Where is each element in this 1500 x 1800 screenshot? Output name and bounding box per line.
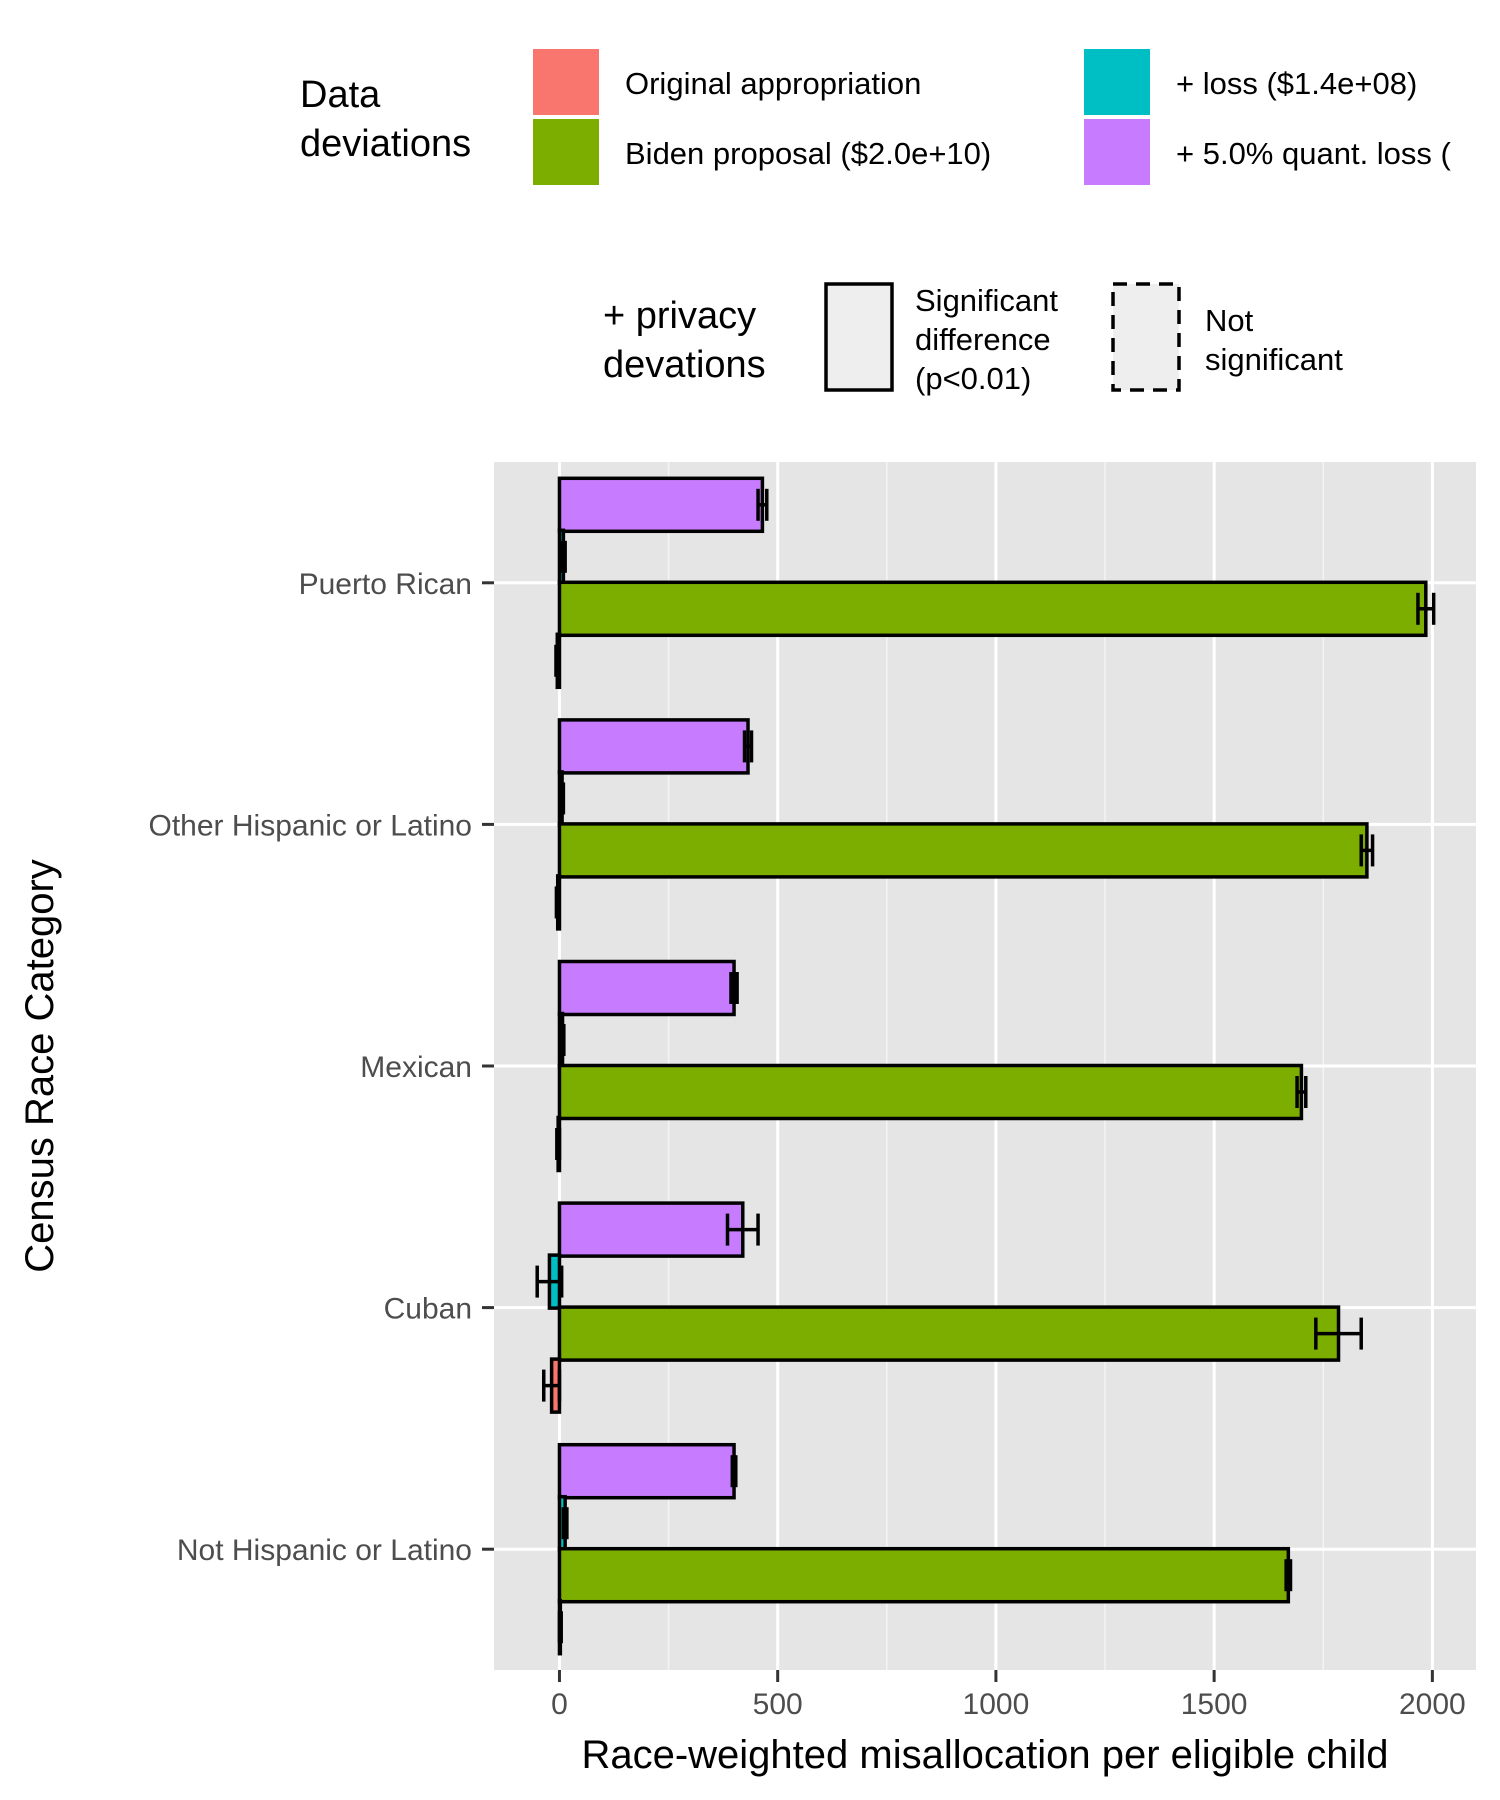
bar bbox=[557, 476, 765, 534]
legend-swatch-quant bbox=[1082, 117, 1152, 187]
y-tick-label: Other Hispanic or Latino bbox=[149, 809, 473, 842]
legend-data-deviations: Data deviations Original appropriation B… bbox=[300, 47, 1452, 187]
legend-label-loss: + loss ($1.4e+08) bbox=[1176, 66, 1417, 101]
bar bbox=[557, 1442, 736, 1500]
bar bbox=[557, 959, 736, 1017]
legend-label-significant-3: (p<0.01) bbox=[915, 361, 1031, 396]
y-tick-label: Mexican bbox=[360, 1051, 472, 1084]
bar bbox=[557, 1546, 1291, 1604]
legend-data-title-line2: deviations bbox=[300, 123, 471, 165]
legend-data-title-line1: Data bbox=[300, 74, 381, 116]
x-axis-ticks: 0 500 1000 1500 2000 bbox=[551, 1670, 1466, 1721]
legend-swatch-loss bbox=[1082, 47, 1152, 117]
error-bars bbox=[535, 488, 1436, 1644]
y-tick-label: Cuban bbox=[384, 1293, 472, 1326]
x-tick-label: 1000 bbox=[963, 1688, 1030, 1721]
x-tick-label: 2000 bbox=[1399, 1688, 1466, 1721]
bar bbox=[557, 1063, 1304, 1121]
x-tick-label: 0 bbox=[551, 1688, 568, 1721]
legend-privacy-deviations: + privacy devations Significant differen… bbox=[603, 282, 1343, 396]
legend-label-significant-1: Significant bbox=[915, 283, 1058, 318]
legend-label-biden: Biden proposal ($2.0e+10) bbox=[625, 136, 991, 171]
y-tick-label: Puerto Rican bbox=[299, 568, 472, 601]
legend-label-quant: + 5.0% quant. loss ( bbox=[1176, 136, 1452, 171]
bar bbox=[557, 718, 750, 775]
bar bbox=[557, 822, 1369, 879]
legend-swatch-original bbox=[531, 47, 601, 117]
bar bbox=[557, 1201, 745, 1258]
y-axis-title: Census Race Category bbox=[18, 859, 62, 1273]
legend-label-original: Original appropriation bbox=[625, 66, 921, 101]
legend-swatch-biden bbox=[531, 117, 601, 187]
bar bbox=[557, 1305, 1341, 1362]
x-tick-label: 1500 bbox=[1181, 1688, 1248, 1721]
legend-swatch-significant bbox=[824, 282, 894, 392]
legend-privacy-title-line1: + privacy bbox=[603, 295, 756, 337]
bar bbox=[557, 580, 1428, 638]
x-axis-title: Race-weighted misallocation per eligible… bbox=[581, 1733, 1388, 1777]
legend-privacy-title-line2: devations bbox=[603, 344, 766, 386]
legend-label-significant-2: difference bbox=[915, 322, 1051, 357]
y-tick-label: Not Hispanic or Latino bbox=[177, 1534, 472, 1567]
legend-label-not-significant-2: significant bbox=[1205, 342, 1343, 377]
x-tick-label: 500 bbox=[753, 1688, 803, 1721]
legend-swatch-not-significant bbox=[1111, 282, 1181, 392]
y-axis-categories: Puerto Rican Other Hispanic or Latino Mexi… bbox=[149, 568, 494, 1567]
legend-label-not-significant-1: Not bbox=[1205, 303, 1254, 338]
